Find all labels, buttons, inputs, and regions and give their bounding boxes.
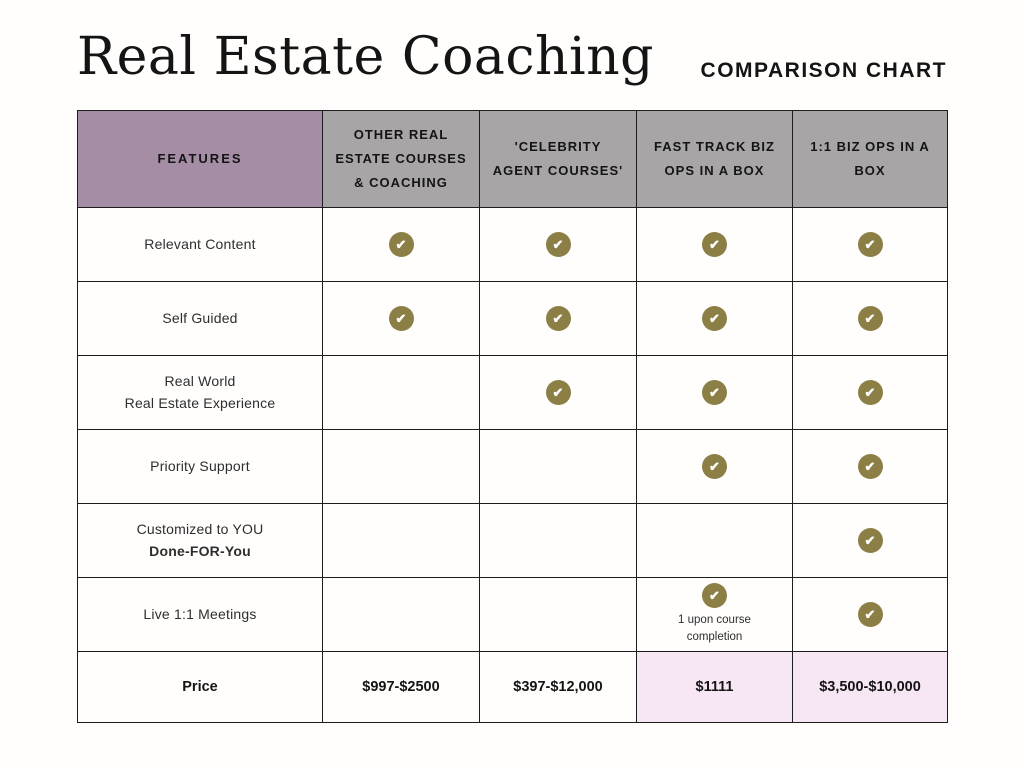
column-header-celebrity-agent: 'CELEBRITY AGENT COURSES' (479, 110, 637, 208)
feature-label-line: Self Guided (162, 309, 238, 326)
empty-cell (479, 429, 637, 504)
price-value: $1111 (636, 651, 793, 723)
checkmark-icon: ✔ (545, 306, 571, 331)
table-row: Customized to YOU Done-FOR-You ✔ (77, 503, 948, 578)
check-cell: ✔ (636, 281, 793, 356)
checkmark-icon: ✔ (388, 232, 414, 257)
feature-label-line: Real Estate Experience (124, 394, 276, 411)
table-row: Self Guided ✔ ✔ ✔ ✔ (77, 281, 948, 356)
feature-label-line: Real World (164, 372, 236, 389)
check-cell: ✔ (479, 355, 637, 430)
feature-label-line: Done-FOR-You (149, 542, 251, 559)
header: Real Estate Coaching COMPARISON CHART (77, 27, 947, 88)
check-cell: ✔ (479, 207, 637, 282)
table-body: Relevant Content ✔ ✔ ✔ ✔ Self Guided ✔ ✔ ✔ ✔ Real … (77, 207, 948, 723)
empty-cell (479, 503, 637, 578)
empty-cell (479, 577, 637, 652)
cell-note: 1 upon course completion (678, 614, 751, 643)
check-cell: ✔ (322, 281, 480, 356)
checkmark-icon: ✔ (702, 306, 727, 331)
feature-label: Self Guided (77, 281, 323, 356)
feature-label-line: Live 1:1 Meetings (143, 605, 257, 622)
checkmark-icon: ✔ (857, 454, 883, 479)
check-cell: ✔ (636, 355, 793, 430)
check-cell: ✔ (792, 355, 948, 430)
checkmark-icon: ✔ (702, 380, 727, 405)
feature-label: Priority Support (77, 429, 323, 504)
feature-label-line: Priority Support (150, 457, 250, 474)
checkmark-icon: ✔ (545, 380, 571, 405)
table-header-row: FEATURES OTHER REAL ESTATE COURSES & COA… (77, 110, 948, 208)
check-cell: ✔ (792, 577, 948, 652)
feature-label: Relevant Content (77, 207, 323, 282)
empty-cell (322, 355, 480, 430)
check-cell: ✔ (792, 281, 948, 356)
empty-cell (636, 503, 793, 578)
empty-cell (322, 429, 480, 504)
checkmark-icon: ✔ (857, 528, 883, 553)
checkmark-icon: ✔ (702, 454, 727, 479)
table-row: Real World Real Estate Experience ✔ ✔ ✔ (77, 355, 948, 430)
check-cell: ✔ (479, 281, 637, 356)
check-cell: ✔ (792, 429, 948, 504)
checkmark-icon: ✔ (857, 602, 883, 627)
table-row: Live 1:1 Meetings ✔ 1 upon course completi… (77, 577, 948, 652)
feature-label: Live 1:1 Meetings (77, 577, 323, 652)
column-header-other-courses: OTHER REAL ESTATE COURSES & COACHING (322, 110, 480, 208)
checkmark-icon: ✔ (388, 306, 414, 331)
checkmark-icon: ✔ (545, 232, 571, 257)
check-cell: ✔ 1 upon course completion (636, 577, 793, 652)
checkmark-icon: ✔ (857, 232, 883, 257)
column-header-one-on-one: 1:1 BIZ OPS IN A BOX (792, 110, 948, 208)
check-cell: ✔ (792, 503, 948, 578)
price-value: $997-$2500 (322, 651, 480, 723)
feature-label-line: Relevant Content (144, 235, 256, 252)
column-header-fast-track: FAST TRACK BIZ OPS IN A BOX (636, 110, 793, 208)
comparison-table: FEATURES OTHER REAL ESTATE COURSES & COA… (77, 110, 948, 723)
price-row: Price $997-$2500 $397-$12,000 $1111 $3,500-$… (77, 651, 948, 723)
page-subtitle: COMPARISON CHART (700, 58, 947, 82)
checkmark-icon: ✔ (857, 306, 883, 331)
check-cell: ✔ (636, 429, 793, 504)
feature-label: Customized to YOU Done-FOR-You (77, 503, 323, 578)
empty-cell (322, 503, 480, 578)
empty-cell (322, 577, 480, 652)
checkmark-icon: ✔ (702, 232, 727, 257)
page-title: Real Estate Coaching (77, 27, 654, 87)
table-row: Priority Support ✔ ✔ (77, 429, 948, 504)
checkmark-icon: ✔ (702, 583, 727, 609)
check-cell: ✔ (636, 207, 793, 282)
check-cell: ✔ (792, 207, 948, 282)
feature-label-line: Customized to YOU (136, 520, 264, 537)
price-value: $3,500-$10,000 (792, 651, 948, 723)
price-row-label: Price (77, 651, 323, 723)
check-cell: ✔ (322, 207, 480, 282)
checkmark-icon: ✔ (857, 380, 883, 405)
feature-label: Real World Real Estate Experience (77, 355, 323, 430)
price-value: $397-$12,000 (479, 651, 637, 723)
table-row: Relevant Content ✔ ✔ ✔ ✔ (77, 207, 948, 282)
features-column-header: FEATURES (77, 110, 323, 208)
